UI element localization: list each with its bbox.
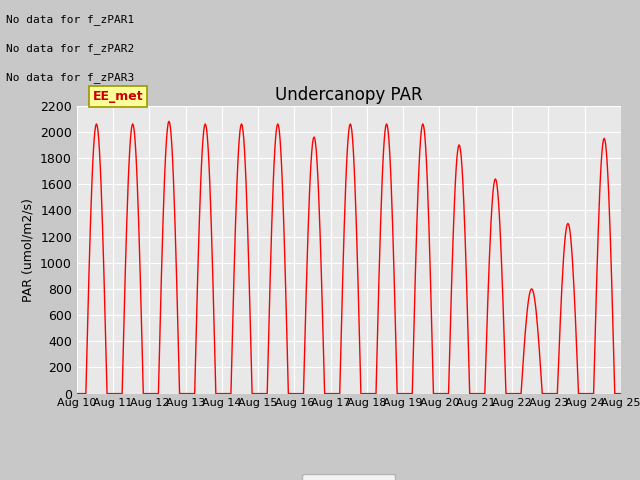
Legend: PAR_in: PAR_in (302, 474, 396, 480)
Text: No data for f_zPAR1: No data for f_zPAR1 (6, 14, 134, 25)
Text: No data for f_zPAR2: No data for f_zPAR2 (6, 43, 134, 54)
Y-axis label: PAR (umol/m2/s): PAR (umol/m2/s) (22, 198, 35, 301)
Text: EE_met: EE_met (93, 90, 144, 103)
Title: Undercanopy PAR: Undercanopy PAR (275, 86, 422, 104)
Text: No data for f_zPAR3: No data for f_zPAR3 (6, 72, 134, 83)
